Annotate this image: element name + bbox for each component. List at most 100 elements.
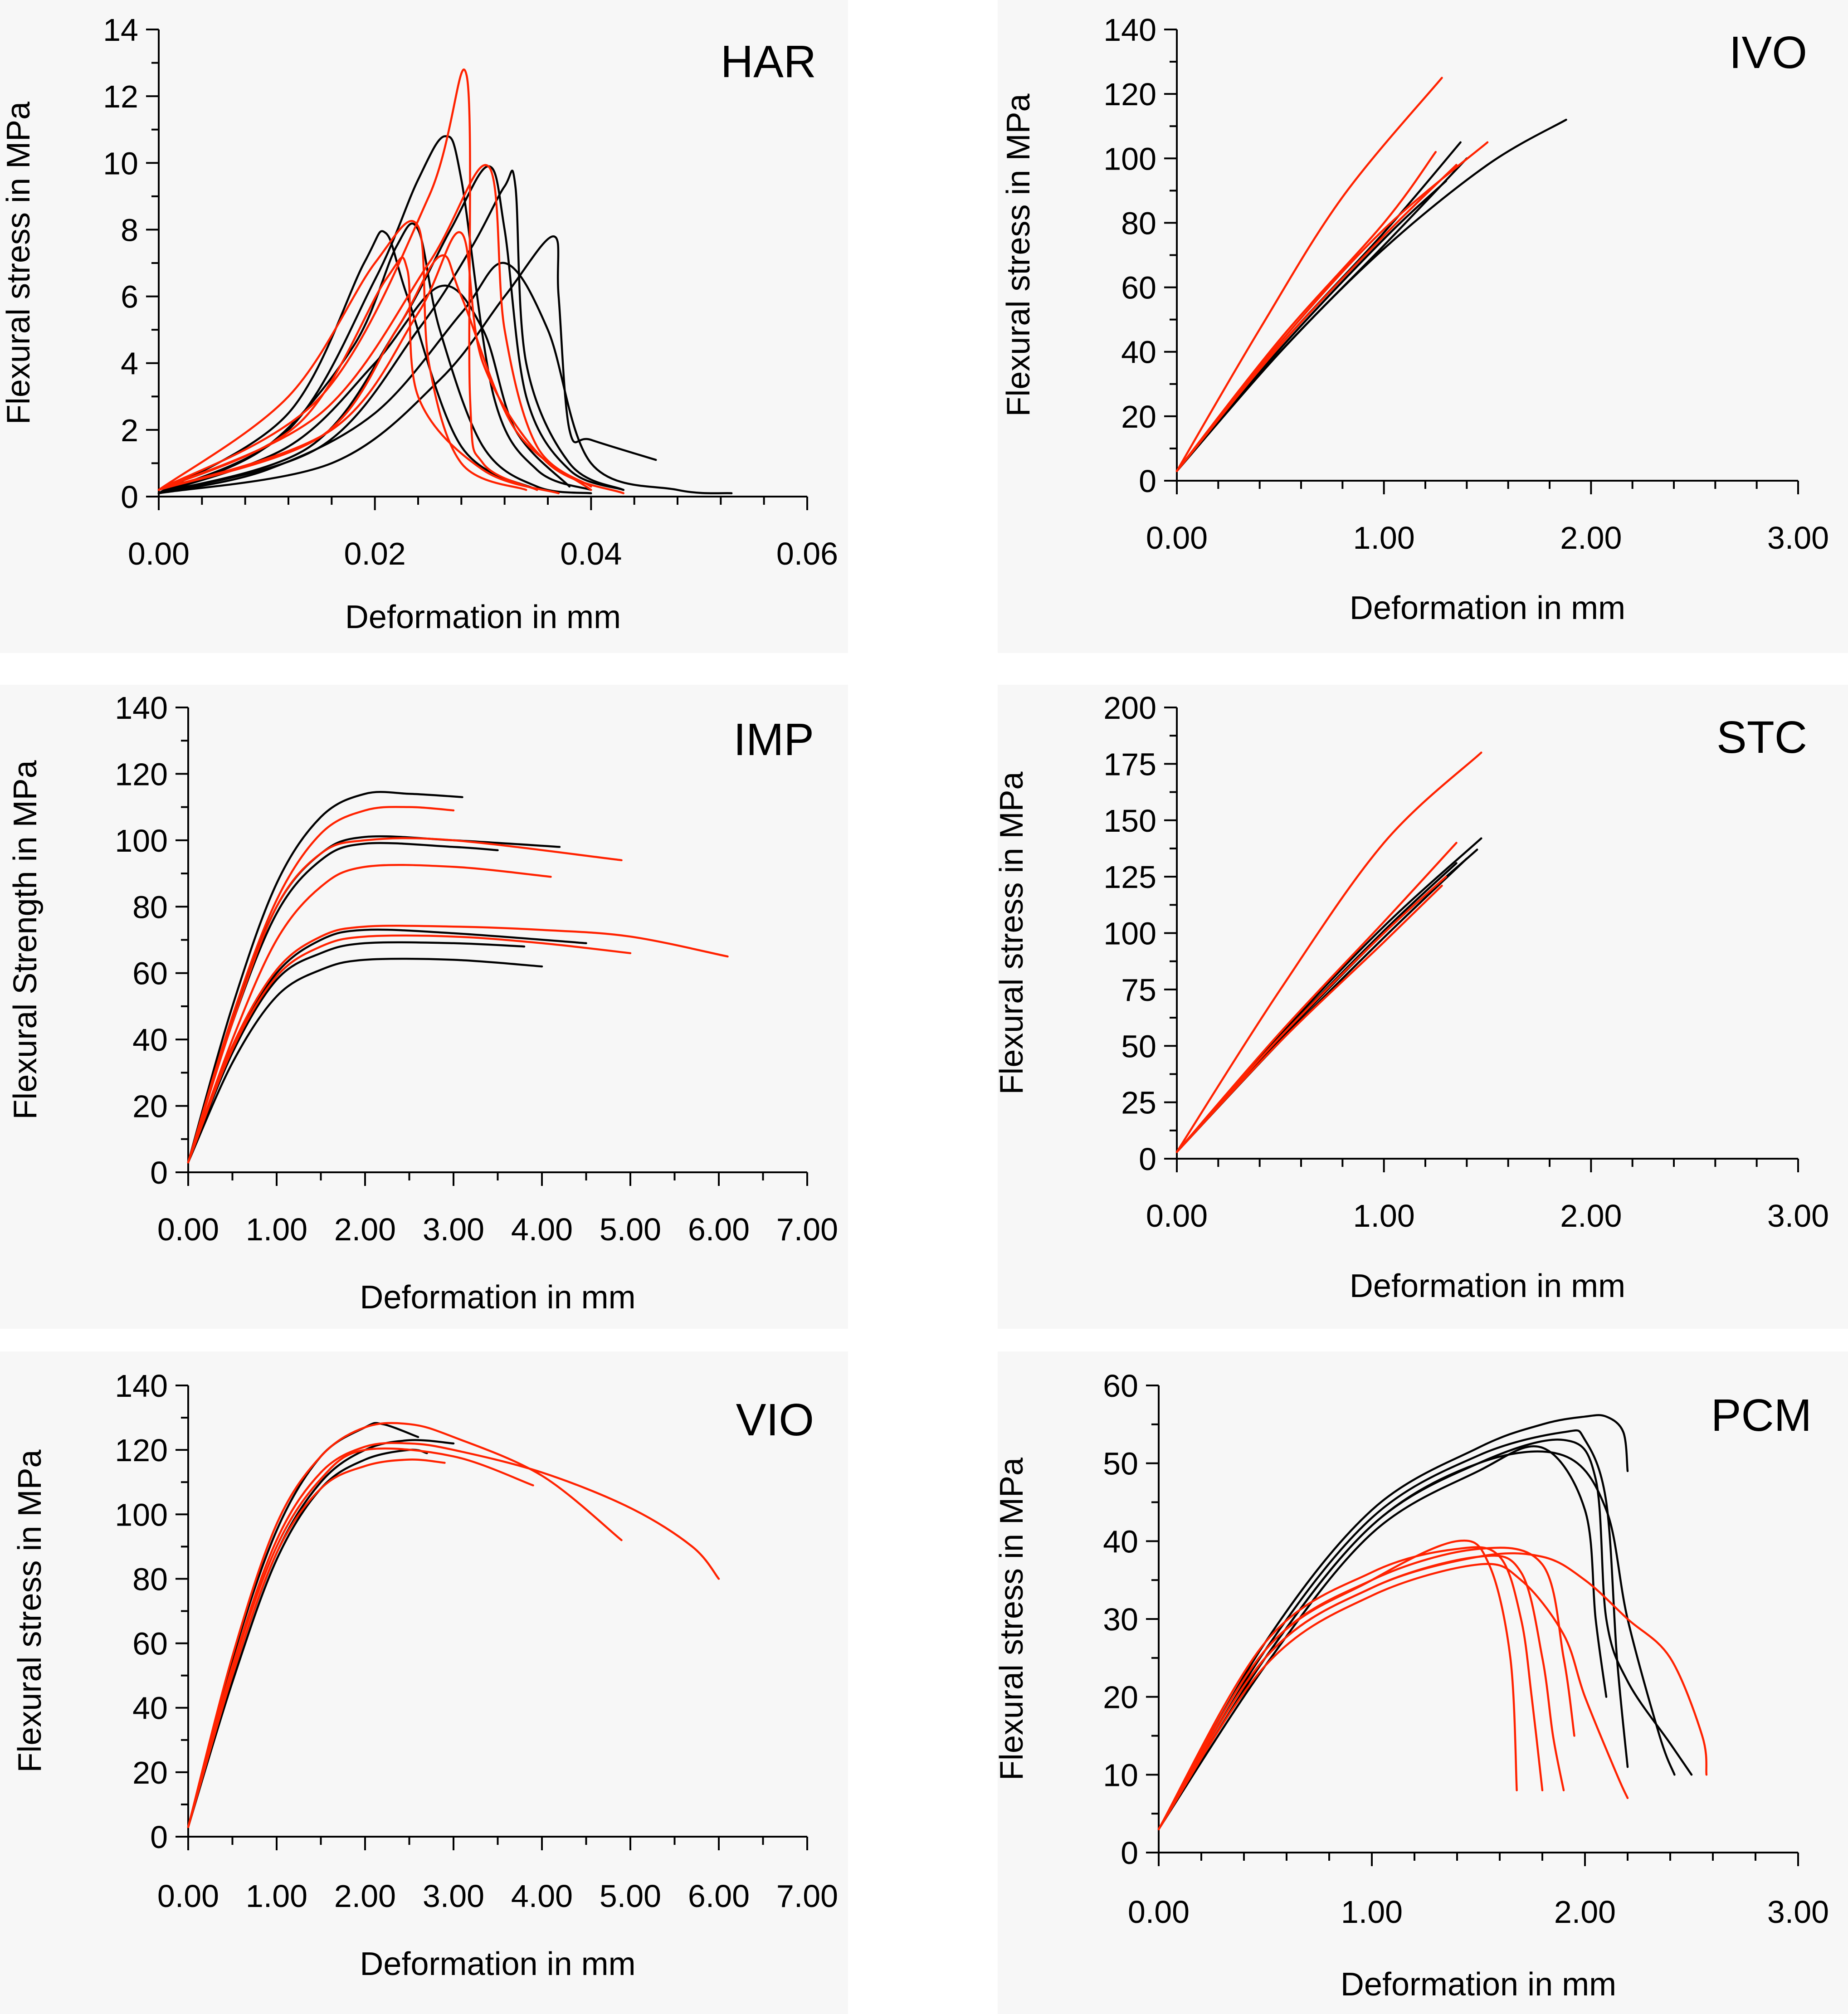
- series-line-red-4: [1175, 884, 1443, 1153]
- x-tick-label: 1.00: [246, 1212, 307, 1247]
- chart-pcm: 0 10 20 30 40 50 60 0.00 1.00 2.00 3.00 Deformation…: [994, 1351, 1848, 2014]
- y-tick-label: 40: [132, 1691, 168, 1726]
- y-tick-label: 14: [103, 12, 138, 48]
- series-line-red-3: [1175, 875, 1447, 1153]
- y-tick-label: 200: [1103, 690, 1156, 726]
- chart-har-background: [0, 0, 848, 653]
- chart-imp-background: [0, 685, 848, 1329]
- y-tick-label: 6: [121, 279, 138, 315]
- series-group: [187, 791, 729, 1164]
- x-tick-label: 2.00: [334, 1878, 396, 1914]
- series-line-red-5: [187, 934, 632, 1164]
- chart-ivo: 0 20 40 60 80 100 120 140 0.00 1.00 2.00 3.00 Deform…: [998, 0, 1848, 653]
- y-tick-label: 140: [1103, 12, 1156, 48]
- x-tick-label: 1.00: [1353, 520, 1415, 556]
- y-tick-label: 175: [1103, 746, 1156, 782]
- x-tick-label: 1.00: [246, 1878, 307, 1914]
- y-tick-label: 0: [1121, 1835, 1138, 1871]
- x-tick-label: 1.00: [1341, 1894, 1403, 1930]
- series-group: [157, 68, 733, 494]
- y-tick-label: 20: [132, 1755, 168, 1790]
- y-tick-label: 60: [132, 956, 168, 991]
- y-tick-label: 30: [1103, 1602, 1138, 1637]
- y-axis-title: Flexural stress in MPa: [12, 1449, 48, 1772]
- series-line-red-1: [187, 806, 455, 1164]
- x-tick-label: 6.00: [688, 1878, 750, 1914]
- x-tick-label: 7.00: [776, 1212, 838, 1247]
- x-tick-label: 3.00: [423, 1878, 484, 1914]
- series-line-black-4: [1175, 157, 1468, 472]
- series-line-red-6: [1157, 1546, 1575, 1830]
- y-tick-label: 20: [132, 1089, 168, 1124]
- series-line-red-4: [187, 1447, 534, 1828]
- x-tick-label: 2.00: [334, 1212, 396, 1247]
- y-axis-title: Flexural stress in MPa: [0, 101, 37, 424]
- chart-title: STC: [1716, 712, 1807, 763]
- series-line-black-5: [187, 957, 543, 1164]
- y-tick-label: 40: [1103, 1524, 1138, 1559]
- series-line-red-6: [157, 231, 625, 494]
- y-tick-label: 75: [1121, 972, 1156, 1008]
- chart-stc: 0 25 50 75 100 125 150 175 200 0.00 1.00 2.00 3.00 De…: [994, 685, 1848, 1329]
- y-tick-label: 50: [1121, 1029, 1156, 1064]
- y-tick-label: 20: [1103, 1680, 1138, 1715]
- x-tick-label: 3.00: [1767, 1894, 1829, 1930]
- series-line-red-1: [1157, 1546, 1544, 1830]
- chart-title: PCM: [1711, 1390, 1812, 1441]
- x-tick-label: 0.04: [560, 536, 622, 571]
- chart-har: 0 2 4 6 8 10 12 14 0.00 0.02 0.04 0.06 Deformation i…: [0, 0, 848, 653]
- x-tick-label: 3.00: [423, 1212, 484, 1247]
- y-tick-label: 50: [1103, 1446, 1138, 1482]
- series-group: [1175, 751, 1482, 1153]
- series-line-red-4: [1157, 1563, 1629, 1830]
- y-tick-label: 0: [150, 1819, 168, 1855]
- series-line-black-7: [157, 230, 538, 494]
- x-tick-label: 0.00: [157, 1878, 219, 1914]
- y-tick-label: 80: [132, 1561, 168, 1597]
- chart-vio: 0 20 40 60 80 100 120 140 0.00 1.00 2.00 3.00 4.00 5.…: [0, 1351, 848, 2014]
- x-tick-label: 0.06: [776, 536, 838, 571]
- series-line-black-6: [187, 941, 526, 1164]
- series-group: [1157, 1414, 1708, 1830]
- x-tick-label: 0.00: [1128, 1894, 1190, 1930]
- chart-title: IMP: [733, 714, 814, 765]
- series-line-black-2: [157, 135, 592, 494]
- series-line-black-1: [1157, 1414, 1629, 1830]
- y-tick-label: 80: [132, 889, 168, 925]
- series-line-red-2: [187, 837, 623, 1164]
- series-line-red-4: [1175, 164, 1458, 472]
- y-tick-label: 100: [115, 823, 168, 858]
- series-line-red-4: [187, 925, 729, 1164]
- y-tick-label: 4: [121, 346, 138, 381]
- y-tick-label: 60: [1121, 270, 1156, 306]
- chart-title: HAR: [721, 36, 816, 87]
- y-tick-label: 100: [1103, 141, 1156, 176]
- chart-ivo-background: [998, 0, 1848, 653]
- y-tick-label: 0: [1139, 1141, 1156, 1177]
- y-tick-label: 150: [1103, 803, 1156, 839]
- x-axis-title: Deformation in mm: [360, 1946, 635, 1982]
- series-line-red-5: [1157, 1555, 1565, 1830]
- y-tick-label: 25: [1121, 1085, 1156, 1121]
- y-tick-label: 120: [115, 1433, 168, 1468]
- x-tick-label: 0.00: [128, 536, 190, 571]
- series-line-red-2: [1175, 842, 1458, 1153]
- series-line-red-3: [1175, 151, 1437, 472]
- series-line-red-2: [187, 1442, 720, 1828]
- chart-title: VIO: [736, 1395, 814, 1445]
- y-axis-title: Flexural stress in MPa: [994, 771, 1030, 1094]
- x-axis-title: Deformation in mm: [1350, 590, 1625, 626]
- series-line-red-3: [157, 220, 527, 491]
- x-axis-title: Deformation in mm: [1350, 1268, 1625, 1304]
- x-tick-label: 0.00: [1146, 520, 1208, 556]
- y-tick-label: 60: [132, 1626, 168, 1662]
- y-tick-label: 60: [1103, 1368, 1138, 1404]
- y-tick-label: 12: [103, 79, 138, 114]
- series-line-red-2: [157, 164, 592, 491]
- y-axis-title: Flexural stress in MPa: [994, 1457, 1030, 1780]
- x-axis-title: Deformation in mm: [360, 1279, 635, 1316]
- x-tick-label: 0.00: [1146, 1198, 1208, 1234]
- y-tick-label: 120: [1103, 77, 1156, 112]
- x-tick-label: 2.00: [1554, 1894, 1616, 1930]
- y-tick-label: 100: [115, 1497, 168, 1532]
